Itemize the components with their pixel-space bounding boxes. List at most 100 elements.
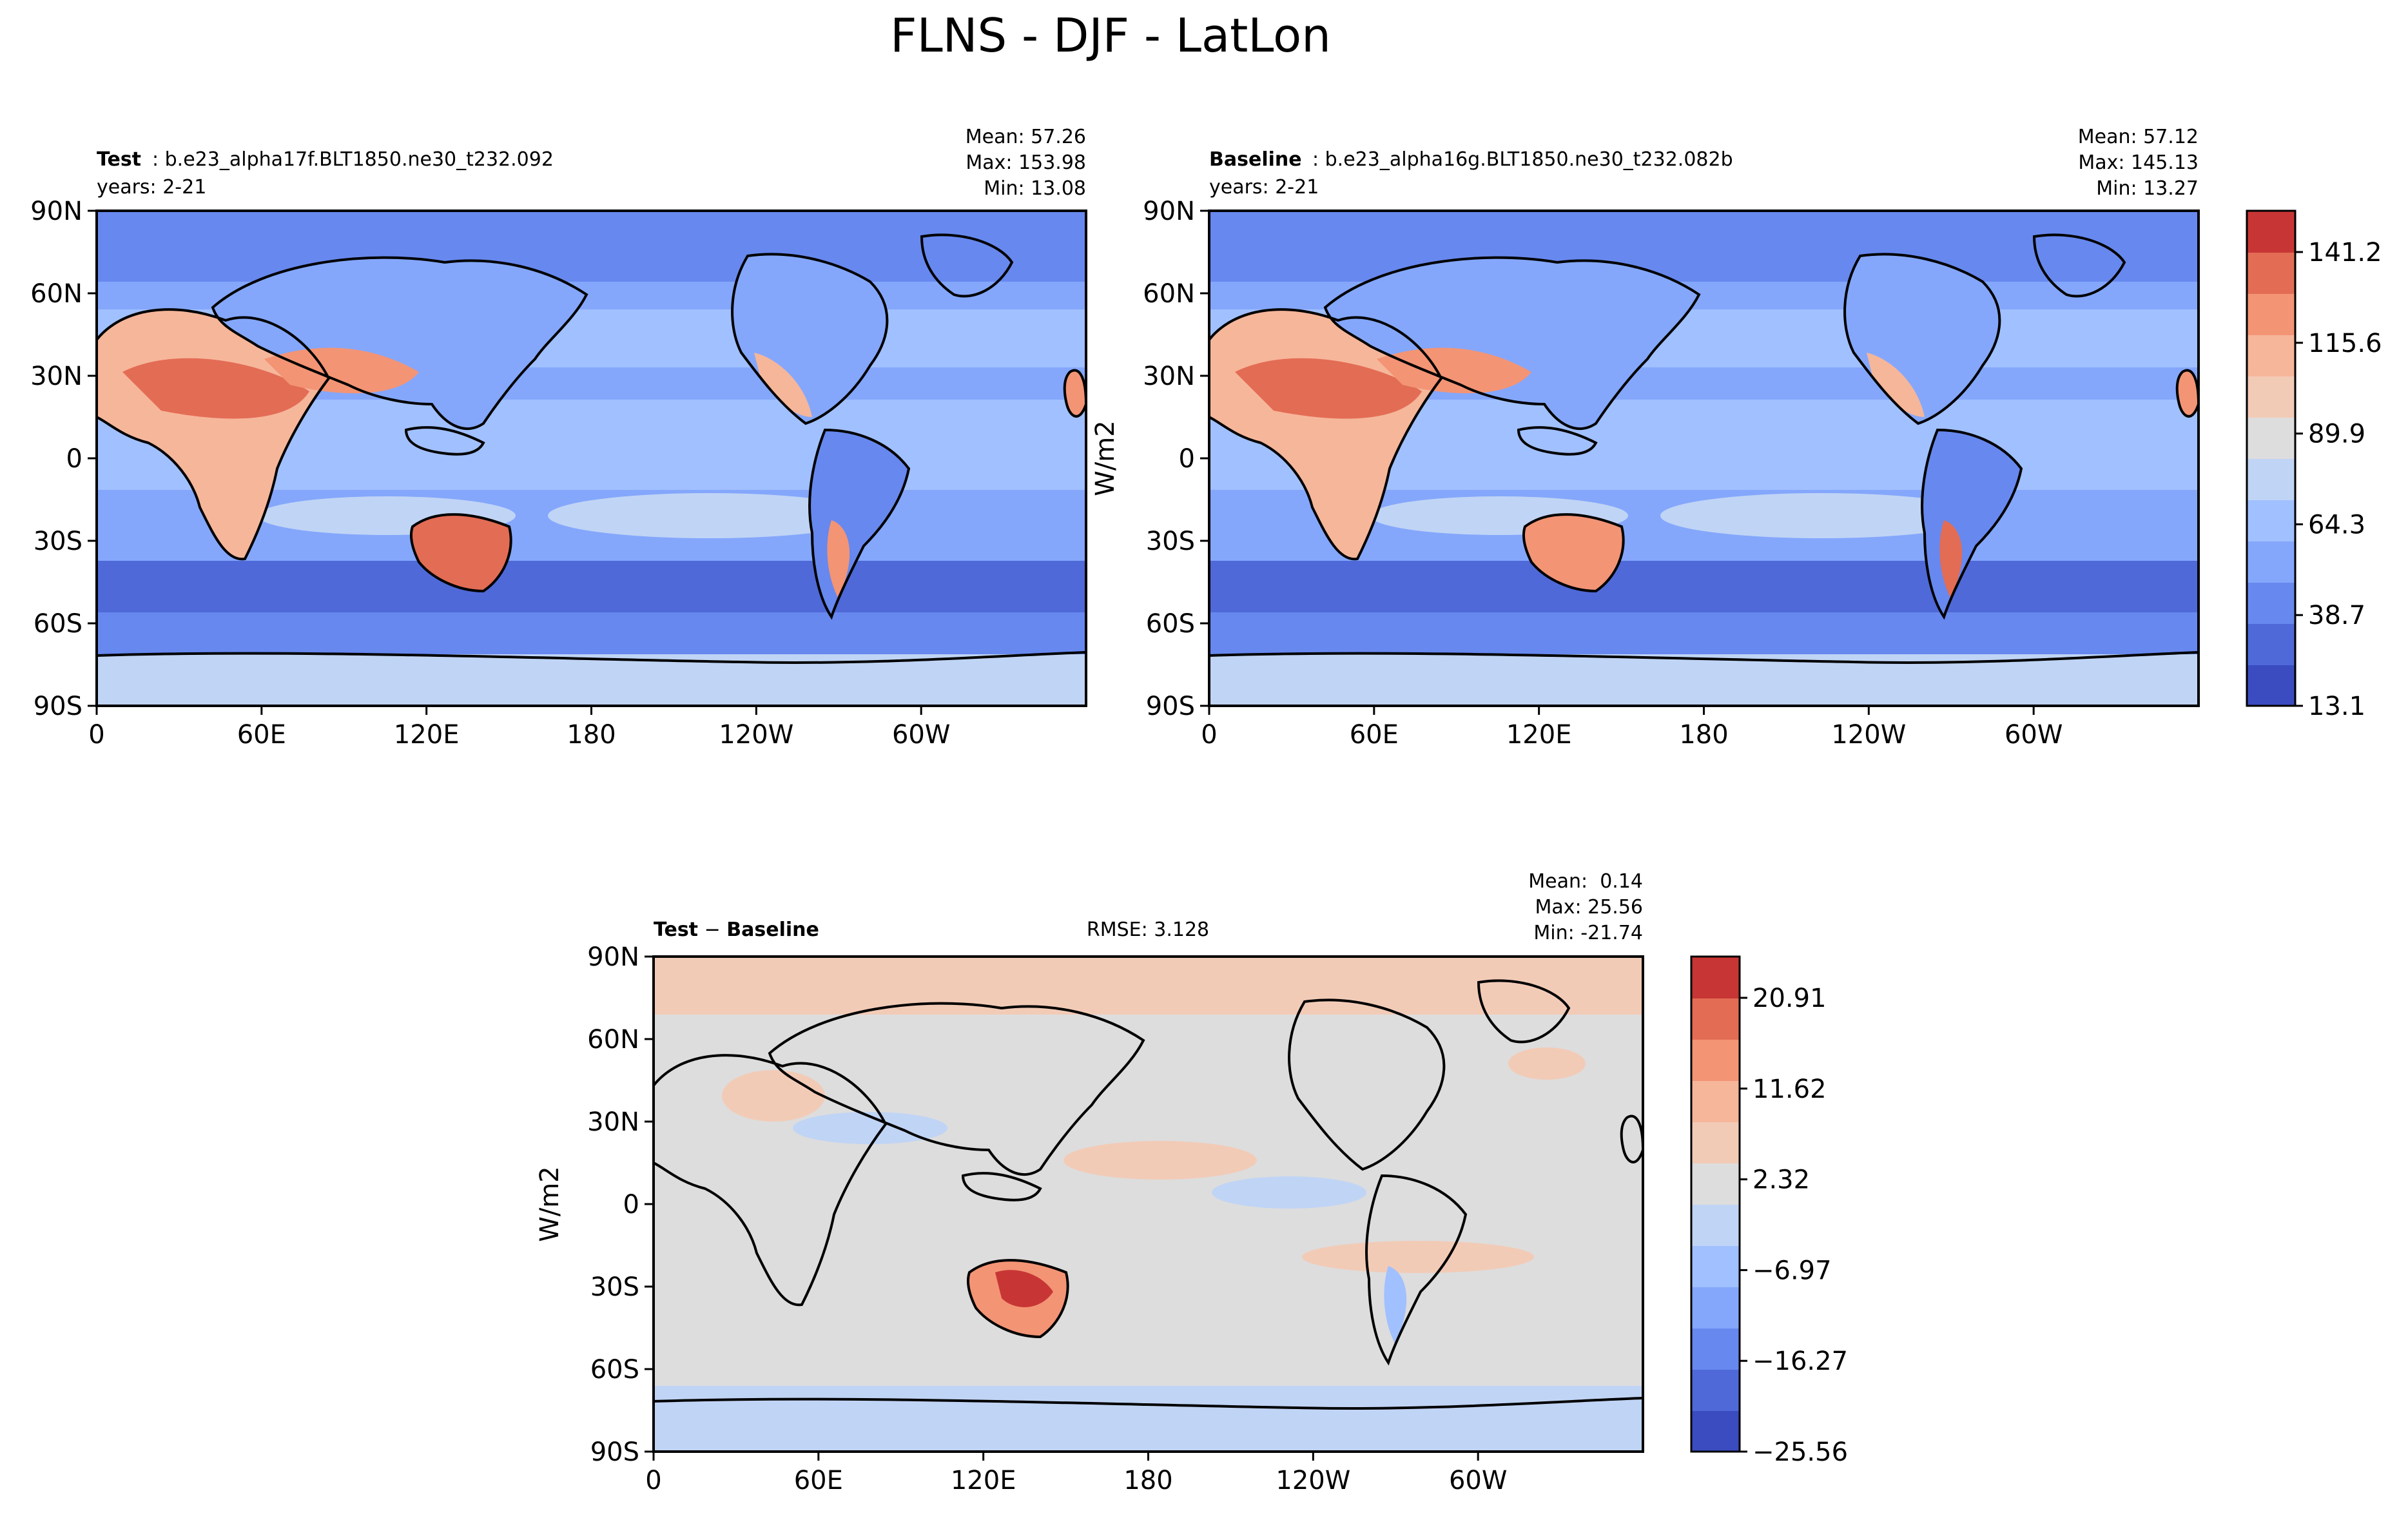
lon-tick-label: 120W	[1276, 1466, 1350, 1495]
lat-tick-label: 30S	[34, 527, 83, 556]
lat-tick-label: 90S	[34, 692, 83, 721]
colorbar-diff: 20.91 11.62 2.32 −6.97 −16.27 −25.56	[1690, 955, 1848, 1467]
lon-tick-label: 0	[645, 1466, 661, 1495]
lon-tick-label: 60W	[1449, 1466, 1507, 1495]
lat-tick-label: 0	[66, 444, 83, 474]
colorbar-segment	[1691, 957, 1740, 998]
colorbar-segment	[2247, 582, 2295, 624]
test-mean: Mean: 57.26	[966, 126, 1086, 148]
lon-tick-label: 0	[88, 720, 104, 750]
colorbar-segment	[2247, 335, 2295, 376]
test-lat-ticks: 90N 60N 30N 0 30S 60S 90S	[30, 197, 97, 721]
lat-tick-label: 90N	[1143, 197, 1195, 226]
lat-tick-label: 30S	[590, 1272, 639, 1302]
colorbar-tick-label: −6.97	[1753, 1256, 1832, 1285]
lat-tick-label: 60S	[1146, 609, 1195, 639]
colorbar-segment	[2247, 376, 2295, 418]
baseline-ylabel: W/m2	[1091, 420, 1120, 496]
colorbar-tick-label: 11.62	[1753, 1075, 1827, 1104]
lon-tick-label: 0	[1201, 720, 1217, 750]
colorbar-tick-label: 115.6	[2308, 329, 2382, 358]
lat-tick-label: 0	[623, 1190, 639, 1220]
lon-tick-label: 60W	[2005, 720, 2063, 750]
colorbar-segment	[1691, 998, 1740, 1040]
lat-tick-label: 90S	[590, 1437, 639, 1467]
lon-tick-label: 120E	[394, 720, 460, 750]
test-map	[97, 211, 1086, 706]
baseline-map	[1209, 211, 2199, 706]
lat-tick-label: 60N	[587, 1025, 639, 1055]
lon-tick-label: 120E	[1506, 720, 1572, 750]
colorbar-segment	[2247, 293, 2295, 335]
lon-tick-label: 180	[567, 720, 616, 750]
colorbar-segment	[2247, 541, 2295, 583]
diff-panel: Test − Baseline RMSE: 3.128 Mean: 0.14 M…	[535, 870, 1848, 1495]
colorbar-segment	[2247, 665, 2295, 706]
lat-tick-label: 30S	[1146, 527, 1195, 556]
diff-lon-ticks: 0 60E 120E 180 120W 60W	[645, 1452, 1507, 1495]
diff-title-a: Test	[654, 919, 698, 941]
colorbar-segment	[1691, 1410, 1740, 1452]
lat-tick-label: 60N	[1143, 279, 1195, 309]
colorbar-tick-label: 13.1	[2308, 692, 2365, 721]
colorbar-segment	[2247, 211, 2295, 253]
colorbar-frame	[2246, 209, 2296, 707]
colorbar-segment	[2247, 252, 2295, 294]
colorbar-segment	[1691, 1204, 1740, 1246]
lat-tick-label: 30N	[587, 1107, 639, 1137]
colorbar-segment	[1691, 1328, 1740, 1370]
colorbar-segment	[2247, 623, 2295, 665]
lat-tick-label: 60S	[590, 1355, 639, 1385]
colorbar-segment	[1691, 1287, 1740, 1328]
diff-ylabel: W/m2	[535, 1166, 565, 1241]
lat-tick-label: 90N	[30, 197, 83, 226]
diff-title-b: Baseline	[726, 919, 819, 941]
baseline-max: Max: 145.13	[2078, 151, 2199, 174]
test-min: Min: 13.08	[984, 177, 1086, 200]
lon-tick-label: 120W	[1831, 720, 1906, 750]
test-title-bold: Test	[97, 148, 141, 171]
diff-title: Test − Baseline	[654, 919, 819, 941]
colorbar-tick-label: 89.9	[2308, 420, 2365, 449]
test-years: years: 2-21	[97, 176, 206, 199]
colorbar-segment	[1691, 1369, 1740, 1411]
diff-min: Min: -21.74	[1533, 922, 1643, 944]
lat-tick-label: 60N	[30, 279, 83, 309]
baseline-title-bold: Baseline	[1209, 148, 1302, 171]
lon-tick-label: 60E	[237, 720, 286, 750]
diff-map	[654, 957, 1643, 1452]
test-lon-ticks: 0 60E 120E 180 120W 60W	[88, 706, 950, 750]
diff-max: Max: 25.56	[1535, 896, 1643, 919]
lon-tick-label: 180	[1679, 720, 1728, 750]
baseline-min: Min: 13.27	[2096, 177, 2199, 200]
colorbar-segment	[1691, 1039, 1740, 1081]
baseline-lon-ticks: 0 60E 120E 180 120W 60W	[1201, 706, 2063, 750]
colorbar-frame	[1690, 955, 1741, 1453]
diff-rmse: RMSE: 3.128	[1087, 919, 1209, 941]
test-panel: Test : b.e23_alpha17f.BLT1850.ne30_t232.…	[30, 126, 1087, 750]
colorbar-tick-label: 141.2	[2308, 238, 2382, 268]
colorbar-segment	[2247, 500, 2295, 541]
colorbar-tick-label: 20.91	[1753, 984, 1827, 1013]
colorbar-segment	[1691, 1122, 1740, 1163]
baseline-mean: Mean: 57.12	[2078, 126, 2199, 148]
lat-tick-label: 60S	[34, 609, 83, 639]
lat-tick-label: 90N	[587, 942, 639, 972]
lon-tick-label: 60W	[892, 720, 950, 750]
colorbar-tick-label: 64.3	[2308, 510, 2365, 540]
lat-tick-label: 90S	[1146, 692, 1195, 721]
baseline-title-rest: : b.e23_alpha16g.BLT1850.ne30_t232.082b	[1312, 148, 1733, 171]
colorbar-segment	[1691, 1080, 1740, 1122]
lat-tick-label: 30N	[1143, 362, 1195, 391]
colorbar-segment	[2247, 417, 2295, 459]
test-max: Max: 153.98	[966, 151, 1086, 174]
colorbar-segment	[1691, 1163, 1740, 1205]
baseline-years: years: 2-21	[1209, 176, 1319, 199]
lon-tick-label: 60E	[1350, 720, 1399, 750]
lat-tick-label: 0	[1179, 444, 1195, 474]
colorbar-segment	[1691, 1245, 1740, 1287]
colorbar-tick-label: −25.56	[1753, 1437, 1848, 1467]
baseline-lat-ticks: 90N 60N 30N 0 30S 60S 90S	[1143, 197, 1209, 721]
colorbar-segment	[2247, 458, 2295, 500]
